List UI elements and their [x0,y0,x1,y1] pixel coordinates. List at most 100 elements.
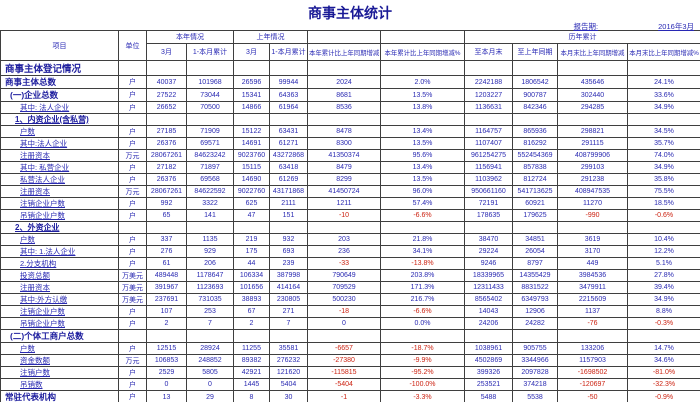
cell-cy-cum: 84623242 [186,149,234,162]
cell-hist-pct: 33.6% [627,88,700,102]
cell-diff: 8300 [307,137,381,150]
cell-py-month: 14866 [233,101,270,114]
cell-cy-cum [186,221,234,234]
cell-hist-pct: 14.7% [627,342,700,355]
cell-unit: 万元 [118,185,147,198]
cell-cy-cum [186,329,234,343]
cell-diff-pct: 96.0% [380,185,465,198]
cell-unit [118,221,147,234]
table-row: 注册资本 万元 28067261 84622592 9022760 43171868 414… [0,185,700,198]
cell-py-cum: 61964 [269,101,308,114]
cell-diff-pct: 21.8% [380,233,465,246]
cell-hist-prev: 14355429 [512,269,558,282]
cell-hist-now: 18339965 [464,269,513,282]
cell-diff-pct: 13.5% [380,173,465,186]
cell-py-month: 15122 [233,125,270,138]
cell-hist-prev: 857838 [512,161,558,174]
cell-hist-now [464,60,513,76]
table-row: 户数户 12515 28924 11255 35581 -6657 -18.7% 103896… [0,342,700,355]
cell-cy-month: 27182 [146,161,187,174]
cell-py-month: 219 [233,233,270,246]
cell-py-month: 44 [233,257,270,270]
col-header-py-cum: 1-本月累计 [269,43,308,61]
cell-diff-pct [380,60,465,76]
cell-unit [118,329,147,343]
table-row: 注销企业户数户 992 3322 625 2111 1211 57.4% 72191 60921… [0,197,700,210]
cell-diff-pct: -6.6% [380,305,465,318]
cell-cy-month: 276 [146,245,187,258]
row-label: 常驻代表机构 [0,390,119,402]
cell-diff: 0 [307,317,381,330]
cell-diff-pct: 203.8% [380,269,465,282]
cell-hist-now: 1136631 [464,101,513,114]
cell-py-month: 38893 [233,293,270,306]
cell-unit [118,113,147,126]
cell-py-month: 9022760 [233,185,270,198]
cell-hist-now: 9246 [464,257,513,270]
cell-cy-month [146,329,187,343]
cell-hist-pct: -0.3% [627,317,700,330]
table-row: 其中:法人企业户 26376 69571 14691 61271 8300 13.5% 110… [0,137,700,150]
cell-py-cum [269,113,308,126]
group-header-historical: 历年累计 [464,30,700,44]
table-row: 2、外资企业 [0,221,700,234]
cell-cy-cum: 248852 [186,354,234,367]
cell-hist-pct: 8.8% [627,305,700,318]
cell-hist-diff: 435646 [557,75,628,89]
table-row: 私营法人企业户 26376 69568 14690 61269 8299 13.5% 1103… [0,173,700,186]
cell-hist-prev: 60921 [512,197,558,210]
cell-diff: -33 [307,257,381,270]
cell-unit: 户 [118,366,147,379]
cell-hist-diff: -76 [557,317,628,330]
row-label: 注册资本 [0,281,119,294]
cell-hist-now: 253521 [464,378,513,391]
row-label: 注销企业户数 [0,197,119,210]
cell-diff-pct: 95.6% [380,149,465,162]
row-label: 户数 [0,342,119,355]
cell-unit: 万美元 [118,281,147,294]
cell-cy-cum: 0 [186,378,234,391]
cell-py-cum: 30 [269,390,308,402]
cell-py-month: 42921 [233,366,270,379]
cell-cy-month [146,221,187,234]
cell-hist-pct [627,113,700,126]
cell-diff: 709529 [307,281,381,294]
cell-cy-month: 61 [146,257,187,270]
cell-hist-diff: 408947535 [557,185,628,198]
cell-hist-now: 14043 [464,305,513,318]
cell-diff: -6657 [307,342,381,355]
cell-unit: 万元 [118,149,147,162]
cell-cy-month: 27185 [146,125,187,138]
cell-py-cum: 230805 [269,293,308,306]
cell-unit: 户 [118,317,147,330]
cell-cy-cum: 1123693 [186,281,234,294]
table-row: 吊销企业户数户 65 141 47 151 -10 -6.6% 178635 179625 -99… [0,209,700,222]
cell-hist-diff: 1137 [557,305,628,318]
cell-hist-pct: -0.9% [627,390,700,402]
cell-hist-pct: 12.2% [627,245,700,258]
cell-diff: -5404 [307,378,381,391]
cell-cy-month: 107 [146,305,187,318]
table-row: 注册资本 万美元 391967 1123693 101656 414164 709529 17… [0,281,700,294]
cell-hist-diff: 3170 [557,245,628,258]
cell-hist-pct: 10.4% [627,233,700,246]
table-row: 吊销企业户数户 2 7 2 7 0 0.0% 24206 24282 -76 -0.3% [0,317,700,330]
table-row: 商事主体总数户 40037 101968 26596 99944 2024 2.0% 2242… [0,75,700,89]
cell-diff-pct: 0.0% [380,317,465,330]
cell-diff: 790649 [307,269,381,282]
row-label: 吊销数 [0,378,119,391]
cell-hist-pct: 27.8% [627,269,700,282]
table-row: 常驻代表机构户 13 29 8 30 -1 -3.3% 5488 5538 -50 -0.9% [0,390,700,402]
cell-hist-now: 2242188 [464,75,513,89]
cell-hist-pct [627,60,700,76]
cell-cy-month: 26376 [146,137,187,150]
cell-py-cum: 5404 [269,378,308,391]
cell-hist-now: 961254275 [464,149,513,162]
cell-hist-diff: 302440 [557,88,628,102]
cell-cy-month: 65 [146,209,187,222]
cell-py-cum: 43272868 [269,149,308,162]
cell-diff-pct: 57.4% [380,197,465,210]
table-row: 其中: 私营企业户 27182 71897 15115 63418 8479 13.4% 11… [0,161,700,174]
cell-hist-now: 12311433 [464,281,513,294]
